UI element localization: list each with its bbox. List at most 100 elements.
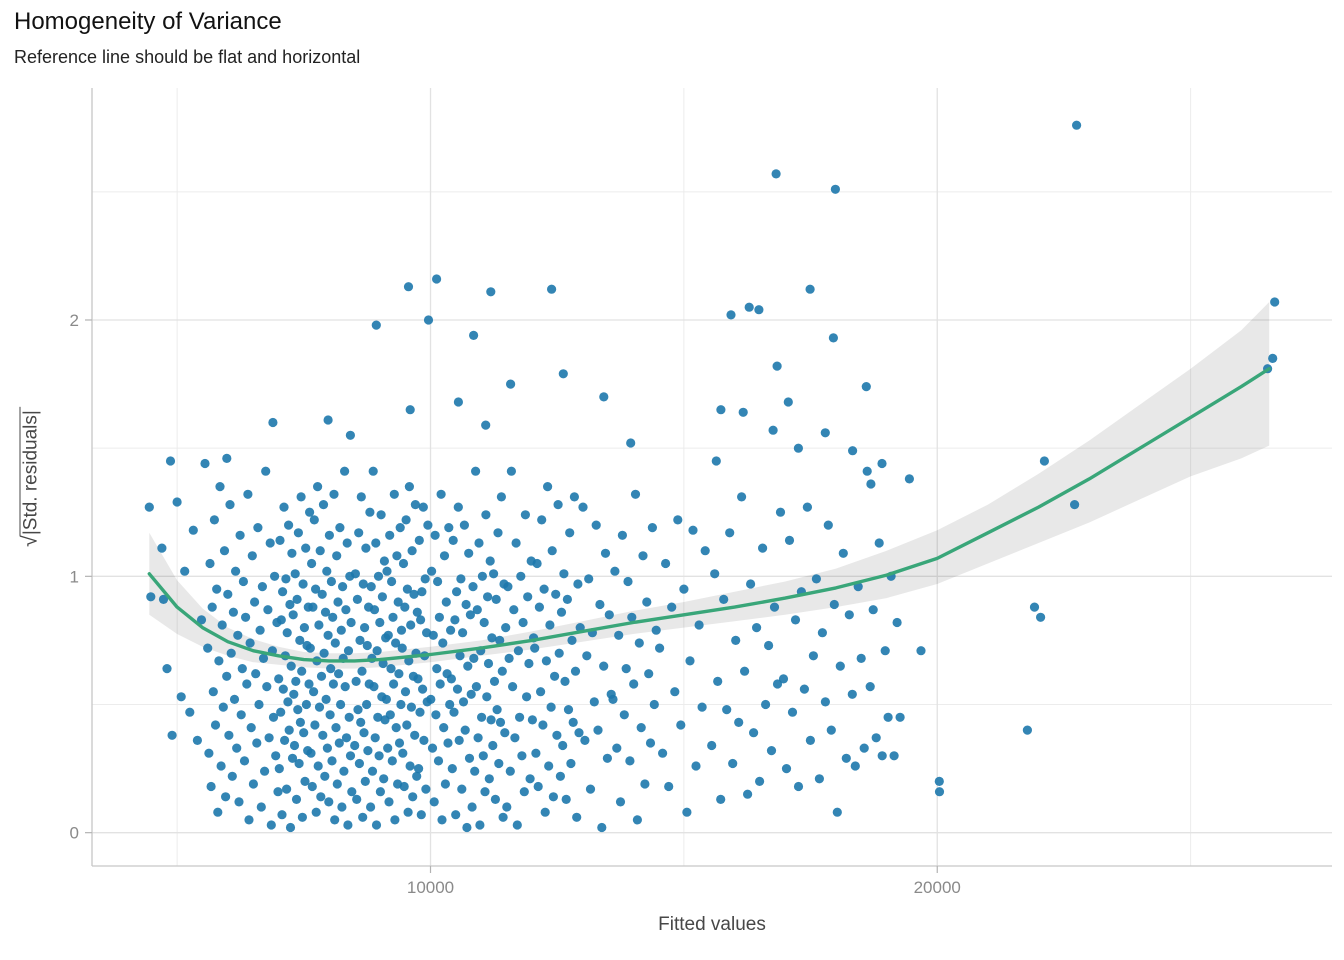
data-point — [892, 617, 902, 628]
data-point — [346, 617, 356, 628]
data-point — [354, 758, 364, 769]
data-point — [626, 438, 636, 448]
data-point — [640, 779, 650, 789]
data-point — [482, 692, 492, 702]
data-point — [768, 425, 778, 435]
data-point — [722, 705, 732, 715]
data-point — [373, 571, 384, 581]
data-point — [275, 535, 285, 546]
data-point — [673, 515, 683, 525]
data-point — [371, 820, 382, 830]
data-point — [359, 728, 369, 738]
data-point — [451, 810, 461, 820]
data-point — [344, 712, 354, 722]
data-point — [471, 466, 481, 476]
data-point — [379, 774, 389, 784]
data-point — [558, 740, 568, 751]
data-point — [231, 566, 241, 576]
data-point — [341, 733, 352, 743]
data-point — [291, 794, 302, 805]
data-point — [268, 417, 278, 428]
data-point — [213, 807, 223, 817]
data-point — [466, 689, 476, 699]
data-point — [488, 740, 498, 751]
data-point — [320, 771, 330, 781]
data-point — [357, 666, 367, 676]
data-point — [327, 756, 337, 766]
data-point — [387, 576, 397, 587]
data-point — [400, 687, 411, 697]
data-point — [353, 705, 363, 715]
data-point — [270, 571, 280, 581]
data-point — [455, 651, 465, 661]
data-point — [655, 643, 665, 653]
data-point — [331, 723, 341, 733]
data-point — [284, 725, 294, 735]
data-point — [347, 787, 357, 797]
data-point — [228, 607, 238, 617]
data-point — [642, 597, 652, 607]
data-point — [617, 530, 628, 540]
data-point — [799, 684, 810, 694]
data-point — [218, 702, 228, 712]
data-point — [261, 466, 271, 476]
data-point — [301, 699, 311, 710]
data-point — [630, 489, 641, 499]
data-point — [415, 707, 425, 717]
data-point — [446, 625, 456, 635]
data-point — [440, 779, 450, 789]
data-point — [258, 653, 269, 664]
data-point — [192, 735, 202, 746]
data-point — [354, 528, 364, 538]
data-point — [619, 710, 629, 720]
data-point — [547, 546, 557, 556]
data-point — [209, 515, 219, 525]
data-point — [473, 733, 483, 743]
data-point — [544, 761, 554, 771]
data-point — [445, 699, 455, 710]
data-point — [384, 797, 394, 807]
data-point — [405, 761, 415, 771]
data-point — [826, 725, 836, 735]
data-point — [309, 515, 319, 525]
data-point — [453, 502, 463, 512]
data-point — [313, 761, 323, 771]
data-point — [406, 620, 416, 630]
data-point — [250, 597, 260, 607]
data-point — [358, 812, 368, 822]
data-point — [304, 679, 314, 689]
data-point — [814, 774, 825, 784]
data-point — [405, 405, 415, 415]
data-point — [449, 707, 459, 717]
data-point — [323, 415, 333, 425]
data-point — [296, 492, 306, 502]
data-point — [387, 756, 397, 766]
data-point — [208, 687, 218, 697]
data-point — [416, 615, 426, 625]
data-point — [1039, 456, 1049, 466]
data-point — [319, 648, 329, 658]
data-point — [307, 781, 317, 792]
data-point — [360, 776, 370, 787]
data-point — [734, 717, 744, 728]
data-point — [744, 302, 754, 312]
data-point — [227, 771, 237, 781]
data-point — [610, 566, 620, 576]
data-point — [480, 787, 490, 797]
data-point — [531, 748, 541, 758]
data-point — [204, 748, 214, 758]
data-point — [328, 612, 338, 622]
data-point — [248, 779, 258, 789]
data-point — [505, 766, 515, 776]
data-point — [472, 605, 482, 615]
data-point — [865, 682, 875, 692]
data-point — [477, 571, 487, 581]
data-point — [645, 738, 656, 748]
data-point — [485, 556, 495, 566]
data-point — [889, 751, 899, 761]
data-point — [397, 643, 407, 653]
sqrt-symbol: √ — [17, 535, 42, 547]
data-point — [595, 599, 605, 610]
data-point — [420, 574, 430, 584]
data-point — [260, 766, 270, 776]
